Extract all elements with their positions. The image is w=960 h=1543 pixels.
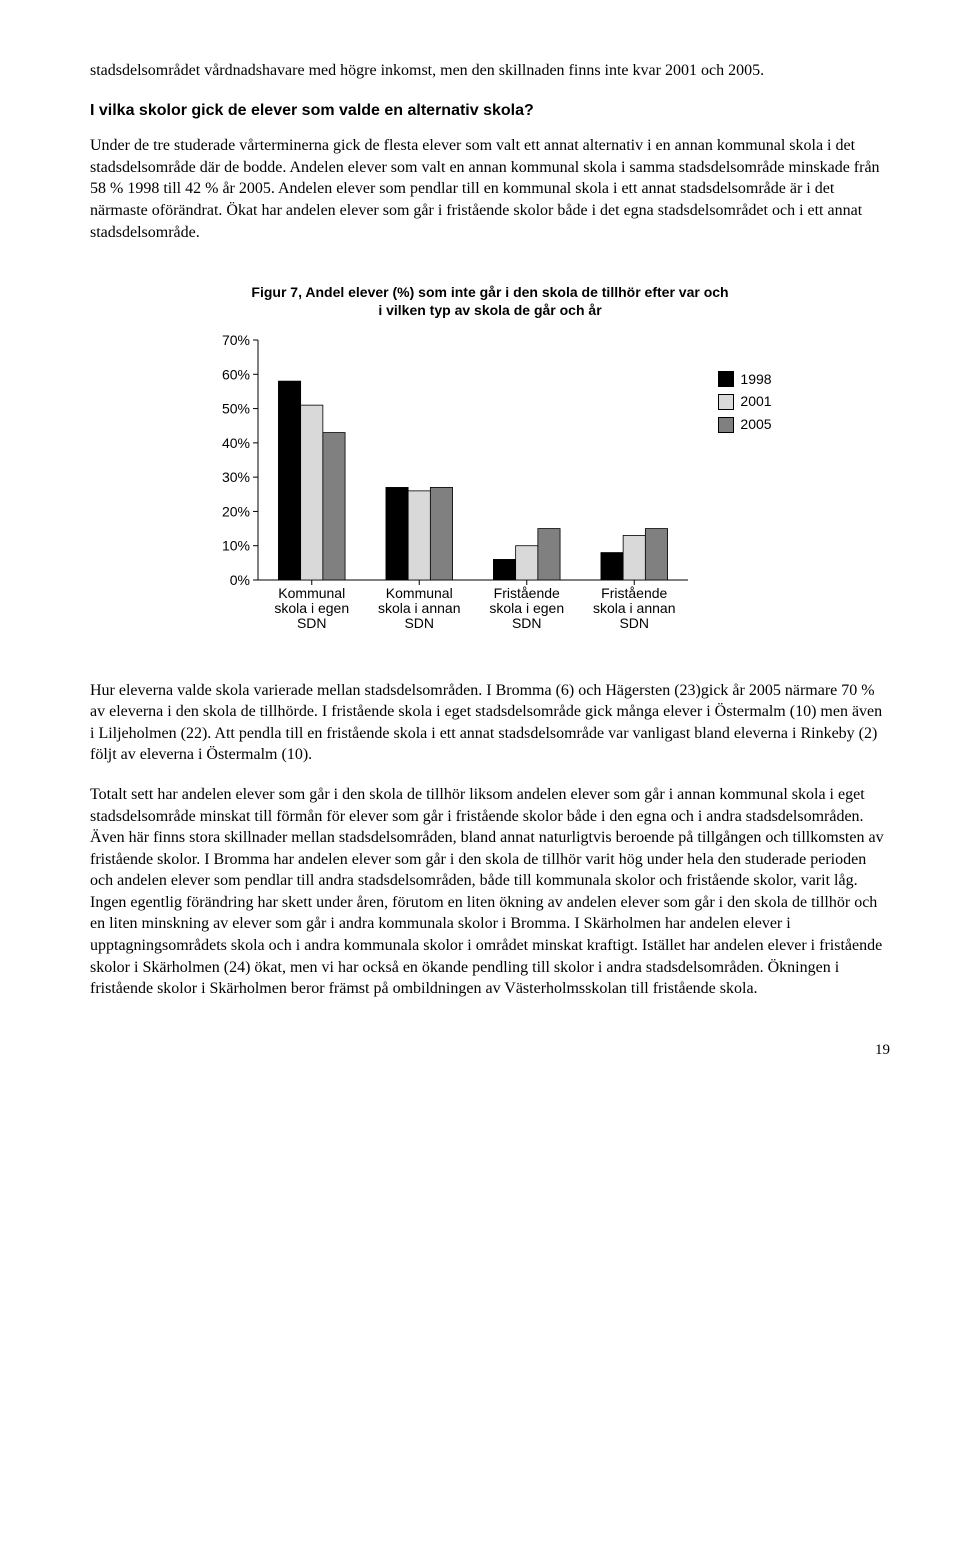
svg-text:Fristående: Fristående [494, 585, 560, 601]
chart-title-line2: i vilken typ av skola de går och år [378, 302, 601, 318]
svg-text:SDN: SDN [512, 615, 542, 631]
svg-text:SDN: SDN [620, 615, 650, 631]
svg-text:30%: 30% [222, 469, 250, 485]
svg-text:SDN: SDN [297, 615, 327, 631]
chart-container: 0%10%20%30%40%50%60%70%Kommunalskola i e… [90, 330, 890, 640]
legend-label: 2001 [740, 392, 771, 411]
chart-legend: 1998 2001 2005 [718, 370, 771, 439]
legend-swatch [718, 394, 734, 410]
legend-label: 1998 [740, 370, 771, 389]
svg-text:70%: 70% [222, 332, 250, 348]
svg-text:skola i egen: skola i egen [275, 600, 350, 616]
chart-title: Figur 7, Andel elever (%) som inte går i… [210, 283, 770, 319]
svg-text:skola i annan: skola i annan [593, 600, 676, 616]
legend-label: 2005 [740, 415, 771, 434]
legend-swatch [718, 417, 734, 433]
section-heading: I vilka skolor gick de elever som valde … [90, 100, 890, 122]
body-paragraph: Under de tre studerade vårterminerna gic… [90, 135, 890, 243]
svg-text:skola i annan: skola i annan [378, 600, 461, 616]
svg-text:Fristående: Fristående [602, 585, 668, 601]
svg-text:Kommunal: Kommunal [386, 585, 453, 601]
page-number: 19 [90, 1040, 890, 1060]
svg-text:20%: 20% [222, 503, 250, 519]
svg-text:0%: 0% [230, 572, 250, 588]
legend-item: 2005 [718, 415, 771, 434]
svg-text:skola i egen: skola i egen [490, 600, 565, 616]
legend-item: 2001 [718, 392, 771, 411]
legend-swatch [718, 371, 734, 387]
intro-paragraph: stadsdelsområdet vårdnadshavare med högr… [90, 60, 890, 82]
svg-text:60%: 60% [222, 366, 250, 382]
svg-text:40%: 40% [222, 434, 250, 450]
legend-item: 1998 [718, 370, 771, 389]
after-chart-paragraph-2: Totalt sett har andelen elever som går i… [90, 784, 890, 1000]
svg-text:SDN: SDN [405, 615, 435, 631]
after-chart-paragraph-1: Hur eleverna valde skola varierade mella… [90, 680, 890, 766]
chart-title-line1: Figur 7, Andel elever (%) som inte går i… [251, 284, 728, 300]
svg-text:50%: 50% [222, 400, 250, 416]
svg-text:Kommunal: Kommunal [279, 585, 346, 601]
svg-text:10%: 10% [222, 537, 250, 553]
bar-chart: 0%10%20%30%40%50%60%70%Kommunalskola i e… [208, 330, 698, 640]
